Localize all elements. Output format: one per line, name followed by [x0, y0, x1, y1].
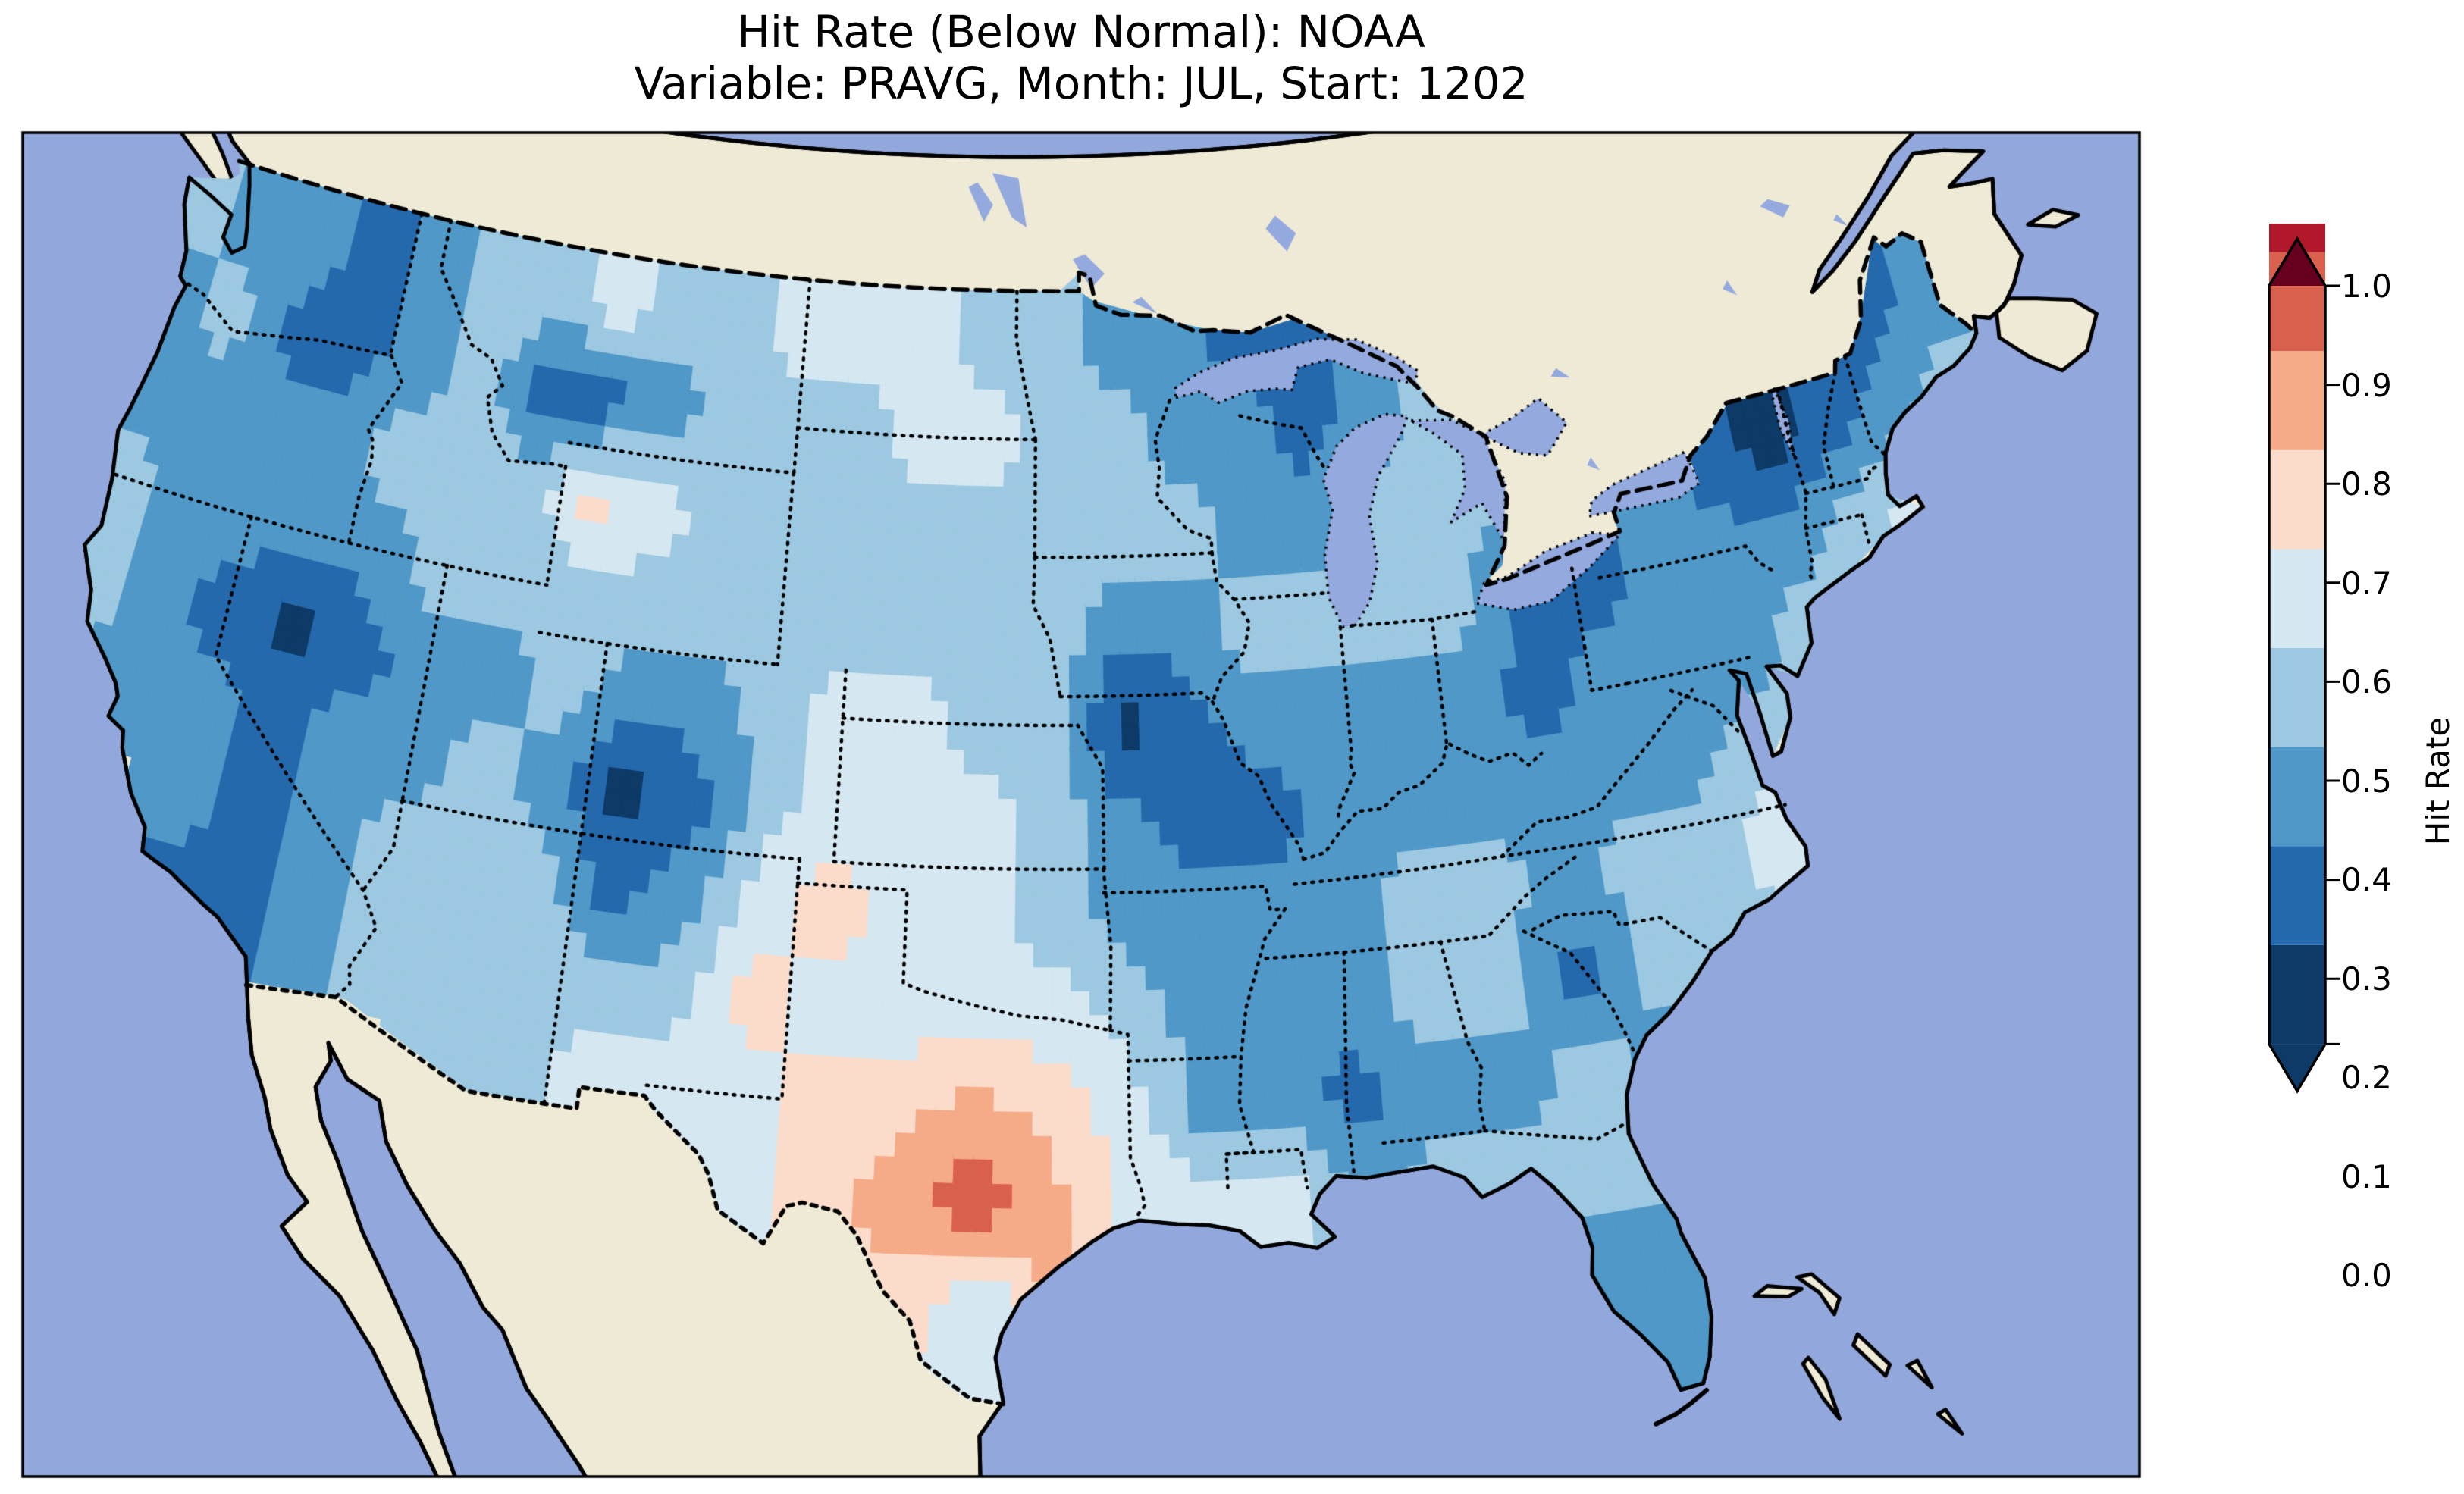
colorbar-bins — [2269, 252, 2325, 1045]
colorbar-axis-label: Hit Rate — [2419, 716, 2457, 845]
cb-tick-0.8: 0.8 — [2341, 465, 2392, 503]
cb-tick-0.2: 0.2 — [2341, 1059, 2392, 1096]
colorbar — [2268, 224, 2340, 1094]
cb-bin-0.6-0.7 — [2269, 351, 2325, 450]
cb-over-arrow — [2269, 239, 2325, 286]
cb-bin-0.3-0.4 — [2269, 648, 2325, 747]
cb-bin-0.5-0.6 — [2269, 449, 2325, 550]
cb-tick-0.7: 0.7 — [2341, 565, 2392, 602]
colorbar-ticks — [2325, 284, 2340, 1045]
cb-tick-0.4: 0.4 — [2341, 861, 2392, 898]
cb-bin-0.0-0.1 — [2269, 944, 2325, 1045]
cb-bin-0.2-0.3 — [2269, 747, 2325, 847]
cb-tick-0.5: 0.5 — [2341, 763, 2392, 800]
cb-tick-0.9: 0.9 — [2341, 367, 2392, 404]
cb-tick-0.3: 0.3 — [2341, 960, 2392, 998]
cb-under-arrow — [2269, 1044, 2325, 1092]
cb-tick-0.6: 0.6 — [2341, 663, 2392, 700]
cb-tick-1.0: 1.0 — [2341, 268, 2392, 305]
colorbar-outline — [2268, 236, 2327, 1094]
cb-tick-0.0: 0.0 — [2341, 1257, 2392, 1294]
cb-bin-0.4-0.5 — [2269, 549, 2325, 648]
cb-tick-0.1: 0.1 — [2341, 1158, 2392, 1195]
cb-bin-0.1-0.2 — [2269, 846, 2325, 945]
